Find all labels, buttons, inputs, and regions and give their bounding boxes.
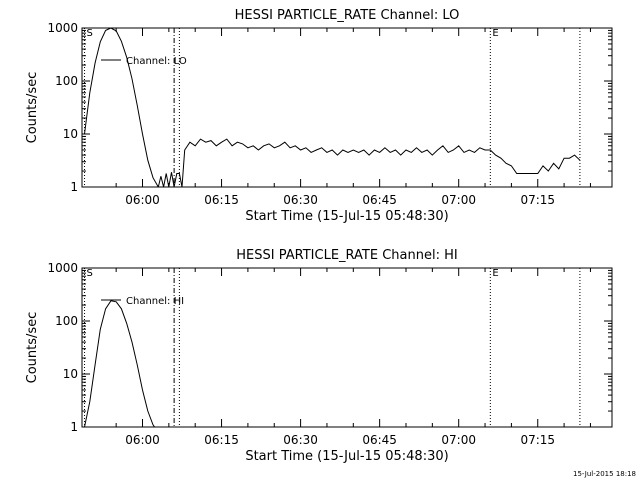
x-axis-label: Start Time (15-Jul-15 05:48:30) xyxy=(245,209,448,224)
y-tick-label: 100 xyxy=(55,74,78,88)
series-line xyxy=(84,300,156,427)
x-tick-label: 07:15 xyxy=(520,433,555,447)
series-line xyxy=(84,28,581,187)
y-tick-label: 10 xyxy=(63,127,78,141)
chart-panel-lo: HESSI PARTICLE_RATE Channel: LO 1 10 100 100… xyxy=(25,8,613,224)
x-tick-label: 07:00 xyxy=(441,433,476,447)
legend-label: Channel: LO xyxy=(126,56,187,67)
y-axis-label: Counts/sec xyxy=(25,72,40,144)
time-marker-label: E xyxy=(492,28,498,39)
time-marker-label: S xyxy=(87,268,93,279)
y-tick-label: 10 xyxy=(63,367,78,381)
plot-frame xyxy=(81,267,613,428)
x-tick-label: 06:45 xyxy=(362,193,397,207)
x-tick-label: 06:15 xyxy=(204,433,239,447)
y-tick-label: 100 xyxy=(55,314,78,328)
x-tick-label: 06:30 xyxy=(283,193,318,207)
chart-title: HESSI PARTICLE_RATE Channel: HI xyxy=(236,248,457,263)
x-tick-label: 06:00 xyxy=(125,433,160,447)
y-tick-label: 1000 xyxy=(47,261,78,275)
y-tick-label: 1000 xyxy=(47,21,78,35)
legend-label: Channel: HI xyxy=(126,296,184,307)
time-marker-label: S xyxy=(87,28,93,39)
x-tick-label: 06:45 xyxy=(362,433,397,447)
y-tick-label: 1 xyxy=(70,180,78,194)
x-tick-label: 06:00 xyxy=(125,193,160,207)
x-tick-label: 06:30 xyxy=(283,433,318,447)
plot-frame xyxy=(81,27,613,188)
chart-title: HESSI PARTICLE_RATE Channel: LO xyxy=(235,8,460,23)
footer-timestamp: 15-Jul-2015 18:18 xyxy=(573,470,636,478)
x-tick-label: 07:15 xyxy=(520,193,555,207)
chart-panel-hi: HESSI PARTICLE_RATE Channel: HI 1 10 100 100… xyxy=(25,248,613,464)
time-marker-label: E xyxy=(492,268,498,279)
y-tick-label: 1 xyxy=(70,420,78,434)
y-axis-label: Counts/sec xyxy=(25,312,40,384)
x-axis-label: Start Time (15-Jul-15 05:48:30) xyxy=(245,449,448,464)
x-tick-label: 07:00 xyxy=(441,193,476,207)
x-tick-label: 06:15 xyxy=(204,193,239,207)
